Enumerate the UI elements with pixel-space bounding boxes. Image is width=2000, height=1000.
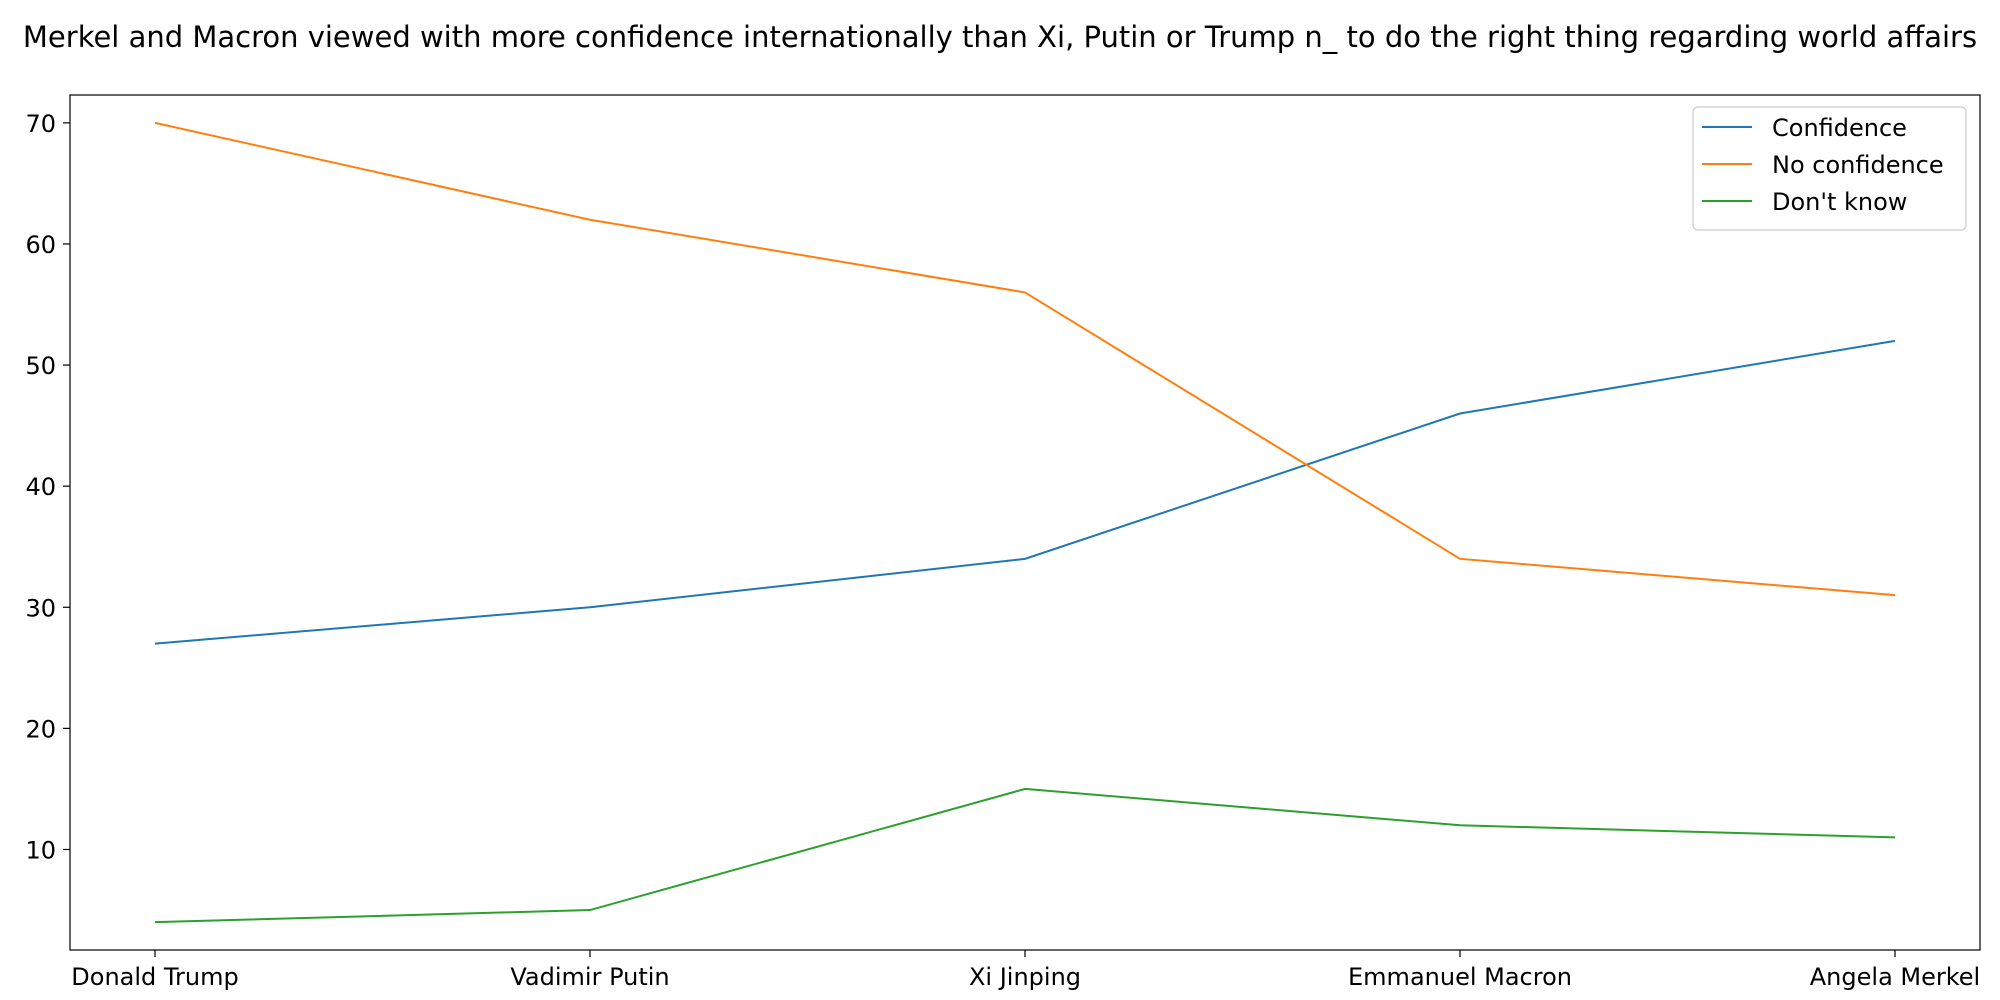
x-tick-label: Emmanuel Macron <box>1348 963 1572 991</box>
x-tick-label: Vadimir Putin <box>510 963 669 991</box>
series-line-0 <box>154 339 1896 645</box>
x-tick-label: Donald Trump <box>71 963 238 991</box>
y-tick-label: 70 <box>25 110 56 138</box>
legend-label: Don't know <box>1772 188 1907 216</box>
legend-label: Confidence <box>1772 114 1907 142</box>
legend: Confidence No confidence Don't know <box>1692 106 1967 231</box>
y-tick-label: 50 <box>25 352 56 380</box>
y-tick-label: 40 <box>25 473 56 501</box>
y-tick-label: 60 <box>25 231 56 259</box>
x-tick-label: Angela Merkel <box>1810 963 1980 991</box>
y-axis: 10 20 30 40 50 60 70 <box>25 110 70 864</box>
series-line-1 <box>154 121 1896 597</box>
y-tick-label: 20 <box>25 715 56 743</box>
series-lines <box>154 121 1896 924</box>
legend-box <box>1692 106 1967 231</box>
x-tick-label: Xi Jinping <box>969 963 1081 991</box>
chart-title: Merkel and Macron viewed with more confi… <box>22 20 1978 54</box>
y-tick-label: 30 <box>25 594 56 622</box>
x-axis: Donald Trump Vadimir Putin Xi Jinping Emman… <box>71 950 1980 991</box>
legend-label: No confidence <box>1772 151 1944 179</box>
series-line-2 <box>154 787 1896 924</box>
y-tick-label: 10 <box>25 836 56 864</box>
